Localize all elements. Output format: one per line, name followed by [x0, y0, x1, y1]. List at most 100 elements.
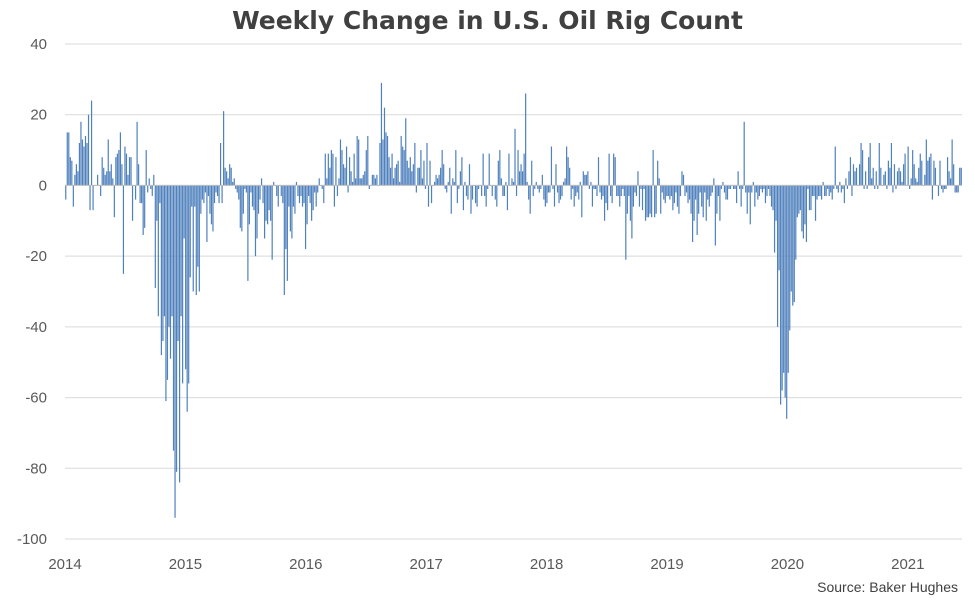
bar — [584, 174, 586, 186]
bar — [956, 185, 958, 193]
bar — [918, 167, 920, 186]
bar — [839, 181, 841, 186]
bar — [951, 139, 953, 186]
bar — [845, 178, 847, 186]
bar — [913, 164, 915, 186]
bar — [751, 185, 753, 193]
bar — [229, 164, 231, 186]
bar — [953, 164, 955, 186]
bar — [166, 185, 169, 380]
bar — [558, 185, 560, 204]
bar — [757, 185, 759, 200]
bar — [877, 185, 879, 189]
bar — [438, 174, 440, 186]
bar — [664, 185, 666, 204]
bar — [380, 82, 383, 186]
bar — [801, 185, 803, 232]
bar — [415, 185, 417, 193]
bar — [883, 174, 885, 186]
bar — [288, 185, 290, 207]
bar — [306, 185, 308, 225]
bar — [810, 185, 812, 211]
bar — [681, 171, 683, 186]
bar — [688, 185, 691, 200]
bar — [711, 185, 713, 193]
bar — [385, 132, 387, 186]
bar — [459, 171, 461, 186]
bar — [289, 185, 291, 232]
bar — [68, 132, 70, 186]
bar — [643, 185, 645, 189]
bar — [78, 143, 81, 186]
bar — [259, 185, 261, 200]
bar — [470, 185, 472, 214]
bar — [83, 146, 85, 186]
bar — [145, 150, 147, 186]
bar — [637, 171, 639, 186]
bar — [716, 185, 718, 214]
bar — [142, 185, 144, 235]
bar — [866, 185, 868, 189]
bar — [532, 185, 534, 197]
bar — [798, 185, 800, 214]
bar — [122, 185, 125, 274]
bar — [667, 185, 669, 197]
bar — [572, 185, 574, 189]
bar — [710, 185, 712, 197]
bar — [241, 185, 243, 232]
bar — [89, 185, 91, 211]
bar — [723, 185, 726, 193]
bar — [880, 167, 882, 186]
bar — [796, 185, 798, 218]
bar — [291, 185, 293, 239]
bar — [353, 153, 355, 186]
bar — [118, 150, 120, 186]
x-tick-label: 2015 — [169, 556, 202, 573]
bar — [172, 185, 175, 451]
bar — [403, 150, 405, 186]
bar — [80, 121, 82, 186]
bar — [719, 185, 721, 221]
bar — [332, 153, 334, 186]
bar — [192, 185, 194, 292]
bar — [144, 185, 146, 228]
bar — [141, 185, 143, 204]
bar — [553, 185, 556, 207]
bar — [453, 181, 455, 186]
bar — [623, 185, 625, 197]
bar — [221, 185, 223, 204]
bar — [946, 157, 949, 186]
bar — [629, 185, 631, 221]
bar — [702, 185, 704, 218]
bar — [298, 185, 301, 204]
bar — [210, 185, 213, 225]
bar — [555, 164, 557, 186]
bar — [898, 167, 900, 186]
bar — [481, 185, 483, 197]
bar — [631, 185, 633, 239]
bar — [358, 139, 360, 186]
bar — [356, 135, 358, 186]
bar — [945, 185, 947, 189]
bar — [336, 185, 339, 197]
bar — [570, 185, 572, 200]
bar — [830, 185, 832, 193]
bar — [528, 185, 530, 200]
bar — [157, 185, 159, 317]
bar — [361, 178, 363, 186]
bar — [115, 157, 117, 186]
bar — [315, 185, 317, 207]
bar — [154, 185, 156, 288]
bar — [851, 185, 853, 197]
bar — [256, 185, 258, 239]
bar — [736, 185, 738, 204]
bar — [861, 150, 864, 186]
bar — [182, 185, 184, 384]
bar — [909, 185, 911, 189]
bar — [594, 185, 597, 189]
bar — [614, 157, 616, 186]
bar — [833, 185, 835, 189]
bar — [707, 185, 709, 200]
bar — [573, 185, 575, 207]
